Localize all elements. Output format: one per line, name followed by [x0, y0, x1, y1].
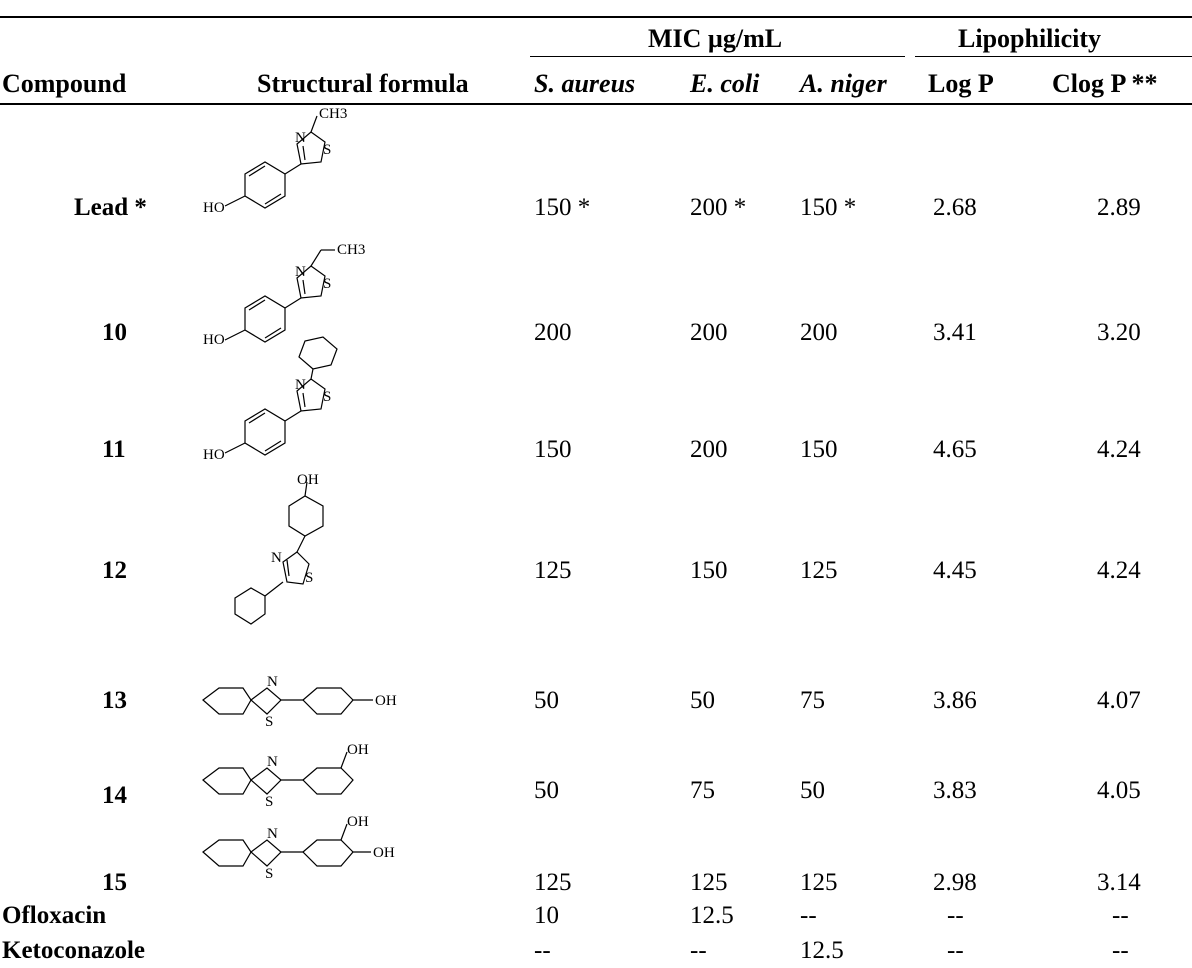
svg-text:N: N — [295, 377, 306, 393]
row-14-log-p: 3.83 — [933, 777, 977, 804]
row-ofloxacin-a-niger: -- — [800, 902, 817, 929]
row-12-s-aureus: 125 — [534, 557, 572, 584]
header-structural-formula: Structural formula — [257, 69, 469, 98]
structure-14: N S OH — [195, 740, 455, 815]
structure-13: N S OH — [195, 670, 455, 735]
header-compound: Compound — [2, 69, 127, 98]
row-13-clog-p: 4.07 — [1097, 687, 1141, 714]
svg-text:CH3: CH3 — [319, 106, 347, 122]
row-12-clog-p: 4.24 — [1097, 557, 1141, 584]
row-lead-log-p: 2.68 — [933, 194, 977, 221]
svg-text:S: S — [265, 714, 273, 730]
row-13-a-niger: 75 — [800, 687, 825, 714]
row-11-s-aureus: 150 — [534, 436, 572, 463]
row-ketoconazole-a-niger: 12.5 — [800, 937, 844, 964]
row-14-compound: 14 — [102, 782, 127, 809]
row-10-a-niger: 200 — [800, 319, 838, 346]
svg-text:N: N — [267, 826, 278, 842]
svg-text:CH3: CH3 — [337, 242, 365, 258]
structure-11: N S HO — [195, 336, 365, 480]
lipophilicity-group-underline — [915, 56, 1192, 57]
row-ofloxacin-e-coli: 12.5 — [690, 902, 734, 929]
header-s-aureus: S. aureus — [534, 69, 636, 98]
row-11-e-coli: 200 — [690, 436, 728, 463]
row-15-s-aureus: 125 — [534, 869, 572, 896]
svg-text:S: S — [323, 389, 331, 405]
structure-10: N S CH3 HO — [195, 222, 365, 348]
header-log-p: Log P — [928, 69, 994, 98]
svg-text:N: N — [271, 550, 282, 566]
row-11-log-p: 4.65 — [933, 436, 977, 463]
row-ketoconazole-e-coli: -- — [690, 937, 707, 964]
row-10-compound: 10 — [102, 319, 127, 346]
svg-text:HO: HO — [203, 447, 225, 463]
row-ketoconazole-s-aureus: -- — [534, 937, 551, 964]
svg-text:OH: OH — [373, 845, 395, 861]
row-ketoconazole-clog-p: -- — [1112, 937, 1129, 964]
row-10-s-aureus: 200 — [534, 319, 572, 346]
row-ofloxacin-compound: Ofloxacin — [2, 902, 107, 929]
mic-group-underline — [530, 56, 905, 57]
row-14-a-niger: 50 — [800, 777, 825, 804]
svg-text:S: S — [305, 570, 313, 586]
svg-text:HO: HO — [203, 332, 225, 348]
header-e-coli: E. coli — [690, 69, 760, 98]
row-15-clog-p: 3.14 — [1097, 869, 1141, 896]
row-10-clog-p: 3.20 — [1097, 319, 1141, 346]
row-13-compound: 13 — [102, 687, 127, 714]
header-bottom-rule — [0, 103, 1192, 105]
svg-text:S: S — [323, 142, 331, 158]
svg-text:N: N — [267, 754, 278, 770]
row-lead-e-coli: 200 * — [690, 194, 747, 221]
svg-text:OH: OH — [297, 472, 319, 488]
row-ketoconazole-log-p: -- — [947, 937, 964, 964]
row-12-compound: 12 — [102, 557, 127, 584]
row-ofloxacin-s-aureus: 10 — [534, 902, 559, 929]
row-14-s-aureus: 50 — [534, 777, 559, 804]
row-15-log-p: 2.98 — [933, 869, 977, 896]
svg-text:N: N — [295, 130, 306, 146]
svg-text:OH: OH — [375, 693, 397, 709]
row-13-s-aureus: 50 — [534, 687, 559, 714]
row-13-log-p: 3.86 — [933, 687, 977, 714]
row-ketoconazole-compound: Ketoconazole — [2, 937, 146, 964]
row-ofloxacin-clog-p: -- — [1112, 902, 1129, 929]
structure-12: OH N S — [195, 472, 365, 633]
row-12-a-niger: 125 — [800, 557, 838, 584]
header-clog-p: Clog P ** — [1052, 69, 1158, 98]
row-12-log-p: 4.45 — [933, 557, 977, 584]
svg-text:N: N — [295, 264, 306, 280]
row-15-e-coli: 125 — [690, 869, 728, 896]
row-11-a-niger: 150 — [800, 436, 838, 463]
row-lead-a-niger: 150 * — [800, 194, 857, 221]
row-11-clog-p: 4.24 — [1097, 436, 1141, 463]
svg-text:HO: HO — [203, 200, 225, 216]
row-15-a-niger: 125 — [800, 869, 838, 896]
structure-15: N S OH OH — [195, 812, 455, 887]
svg-text:OH: OH — [347, 742, 369, 758]
row-13-e-coli: 50 — [690, 687, 715, 714]
row-15-compound: 15 — [102, 869, 127, 896]
row-12-e-coli: 150 — [690, 557, 728, 584]
row-10-e-coli: 200 — [690, 319, 728, 346]
header-a-niger: A. niger — [800, 69, 887, 98]
row-ofloxacin-log-p: -- — [947, 902, 964, 929]
top-rule — [0, 16, 1192, 18]
row-11-compound: 11 — [102, 436, 126, 463]
structure-lead: N S CH3 HO — [195, 106, 355, 223]
header-lipophilicity-group: Lipophilicity — [958, 24, 1102, 53]
row-lead-s-aureus: 150 * — [534, 194, 591, 221]
svg-text:S: S — [323, 276, 331, 292]
svg-text:S: S — [265, 866, 273, 882]
svg-text:S: S — [265, 794, 273, 810]
row-14-e-coli: 75 — [690, 777, 715, 804]
row-10-log-p: 3.41 — [933, 319, 977, 346]
svg-text:OH: OH — [347, 814, 369, 830]
row-lead-compound: Lead * — [74, 194, 147, 221]
row-14-clog-p: 4.05 — [1097, 777, 1141, 804]
row-lead-clog-p: 2.89 — [1097, 194, 1141, 221]
header-mic-group: MIC µg/mL — [648, 24, 783, 53]
svg-text:N: N — [267, 674, 278, 690]
